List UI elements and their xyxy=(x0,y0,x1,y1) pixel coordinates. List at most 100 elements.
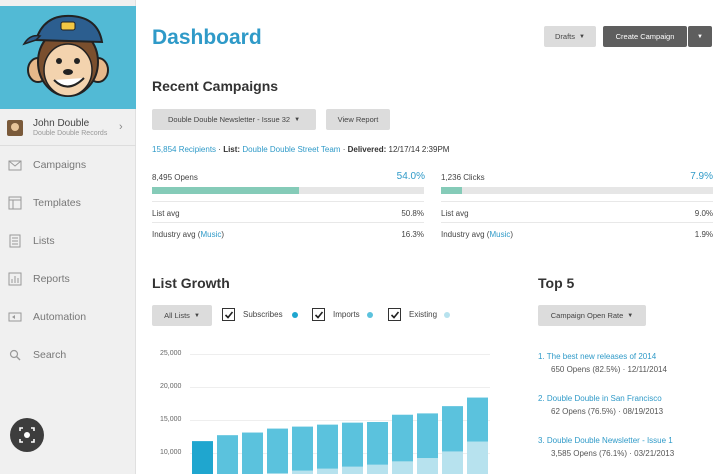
list-growth-heading: List Growth xyxy=(152,275,230,291)
top5-metric-select[interactable]: Campaign Open Rate ▼ xyxy=(538,305,646,326)
campaign-select-value: Double Double Newsletter - Issue 32 xyxy=(167,115,291,124)
separator: · xyxy=(342,145,346,154)
list-growth-chart xyxy=(192,397,488,474)
sidebar-item-campaigns[interactable]: Campaigns xyxy=(0,151,136,181)
separator: · xyxy=(218,145,221,154)
list-icon xyxy=(9,234,21,248)
subscribes-label: Subscribes xyxy=(243,310,283,319)
opens-progress-fill xyxy=(152,187,299,194)
user-menu[interactable]: John Double Double Double Records › xyxy=(0,112,136,146)
chevron-down-icon: ▼ xyxy=(579,33,585,40)
user-name: John Double xyxy=(33,118,90,129)
view-report-label: View Report xyxy=(337,115,379,124)
chevron-down-icon: ▼ xyxy=(627,312,634,319)
lens-icon xyxy=(19,427,35,443)
list-item[interactable]: 1. The best new releases of 2014 650 Ope… xyxy=(538,352,667,374)
divider xyxy=(152,201,424,202)
imports-checkbox[interactable] xyxy=(312,308,325,321)
clicks-industry-avg-label: Industry avg (Music) xyxy=(441,230,513,239)
sidebar: John Double Double Double Records › Camp… xyxy=(0,0,136,474)
item-number: 1. xyxy=(538,352,545,361)
all-lists-select[interactable]: All Lists ▼ xyxy=(152,305,212,326)
industry-link[interactable]: Music xyxy=(200,230,222,239)
create-campaign-label: Create Campaign xyxy=(615,32,675,41)
list-name-link[interactable]: Double Double Street Team xyxy=(242,145,341,154)
drafts-button[interactable]: Drafts ▼ xyxy=(544,26,596,47)
industry-close-paren: ) xyxy=(510,230,514,239)
opens-list-avg-label: List avg xyxy=(152,209,180,218)
bar-imports xyxy=(317,424,338,469)
logo[interactable] xyxy=(0,6,136,109)
campaign-link[interactable]: Double Double in San Francisco xyxy=(546,394,662,403)
bar-imports xyxy=(392,414,413,462)
existing-checkbox[interactable] xyxy=(388,308,401,321)
user-subtitle: Double Double Records xyxy=(33,130,108,137)
lens-button[interactable] xyxy=(10,418,44,452)
sidebar-item-label: Automation xyxy=(33,311,87,323)
industry-avg-text: Industry avg ( xyxy=(152,230,201,239)
page-title: Dashboard xyxy=(152,26,262,49)
sidebar-item-reports[interactable]: Reports xyxy=(0,265,136,295)
subscribes-dot xyxy=(292,312,298,318)
campaign-stats: 62 Opens (76.5%) · 08/19/2013 xyxy=(551,407,664,416)
opens-industry-avg-value: 16.3% xyxy=(401,230,424,239)
recent-campaigns-heading: Recent Campaigns xyxy=(152,78,279,94)
clicks-progress xyxy=(441,187,713,194)
bar-imports xyxy=(467,397,488,442)
subscribes-checkbox[interactable] xyxy=(222,308,235,321)
imports-label: Imports xyxy=(333,310,360,319)
industry-avg-text: Industry avg ( xyxy=(441,230,490,239)
sidebar-item-automation[interactable]: Automation xyxy=(0,303,136,333)
checkmark-icon xyxy=(390,311,400,319)
y-tick-label: 25,000 xyxy=(160,350,182,357)
top5-metric-value: Campaign Open Rate xyxy=(550,311,624,320)
checkmark-icon xyxy=(314,311,324,319)
opens-industry-avg-label: Industry avg (Music) xyxy=(152,230,224,239)
checkmark-icon xyxy=(224,311,234,319)
drafts-label: Drafts xyxy=(555,32,576,41)
create-campaign-dropdown[interactable]: ▼ xyxy=(688,26,712,47)
list-item[interactable]: 2. Double Double in San Francisco 62 Ope… xyxy=(538,394,663,416)
campaign-select[interactable]: Double Double Newsletter - Issue 32 ▼ xyxy=(152,109,316,130)
sidebar-item-label: Lists xyxy=(33,235,55,247)
bar-imports xyxy=(417,413,438,459)
chimp-logo-icon xyxy=(22,14,109,97)
list-item[interactable]: 3. Double Double Newsletter - Issue 1 3,… xyxy=(538,436,674,458)
divider xyxy=(441,201,713,202)
sidebar-item-lists[interactable]: Lists xyxy=(0,227,136,257)
bar-imports xyxy=(367,421,388,465)
all-lists-value: All Lists xyxy=(164,311,190,320)
chevron-right-icon: › xyxy=(119,121,123,133)
automation-icon xyxy=(8,312,22,322)
sidebar-item-templates[interactable]: Templates xyxy=(0,189,136,219)
industry-close-paren: ) xyxy=(221,230,225,239)
campaign-link[interactable]: The best new releases of 2014 xyxy=(546,352,657,361)
bar-chart-icon xyxy=(8,272,22,286)
grid-line xyxy=(190,387,490,388)
recipients-link[interactable]: 15,854 Recipients xyxy=(152,145,217,154)
grid-line xyxy=(190,420,490,421)
divider xyxy=(152,222,424,223)
template-icon xyxy=(8,196,22,210)
sidebar-item-label: Templates xyxy=(33,197,81,209)
item-number: 2. xyxy=(538,394,545,403)
envelope-icon xyxy=(8,160,22,171)
create-campaign-button[interactable]: Create Campaign xyxy=(603,26,687,47)
sidebar-item-label: Campaigns xyxy=(33,159,87,171)
imports-dot xyxy=(367,312,373,318)
opens-percent: 54.0% xyxy=(396,171,425,182)
divider xyxy=(441,222,713,223)
opens-progress xyxy=(152,187,424,194)
view-report-button[interactable]: View Report xyxy=(326,109,390,130)
bar-imports xyxy=(292,426,313,471)
clicks-progress-fill xyxy=(441,187,463,194)
clicks-percent: 7.9% xyxy=(690,171,713,182)
campaign-stats: 650 Opens (82.5%) · 12/11/2014 xyxy=(551,365,667,374)
sidebar-item-search[interactable]: Search xyxy=(0,341,136,371)
delivered-label: Delivered: xyxy=(347,145,387,154)
bar-imports xyxy=(342,422,363,467)
opens-list-avg-value: 50.8% xyxy=(401,209,424,218)
industry-link[interactable]: Music xyxy=(489,230,511,239)
campaign-link[interactable]: Double Double Newsletter - Issue 1 xyxy=(546,436,673,445)
chevron-down-icon: ▼ xyxy=(697,33,703,40)
